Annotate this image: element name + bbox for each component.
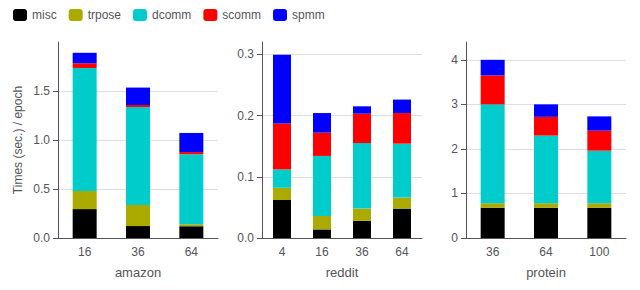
svg-text:36: 36 xyxy=(486,245,500,259)
svg-text:Times (sec.) / epoch: Times (sec.) / epoch xyxy=(11,86,25,194)
svg-text:1.5: 1.5 xyxy=(33,84,50,98)
svg-text:100: 100 xyxy=(589,245,609,259)
svg-text:36: 36 xyxy=(355,245,369,259)
svg-text:0: 0 xyxy=(451,231,458,245)
svg-text:4: 4 xyxy=(279,245,286,259)
svg-text:2: 2 xyxy=(451,142,458,156)
svg-text:0.0: 0.0 xyxy=(237,231,254,245)
svg-text:0.3: 0.3 xyxy=(237,47,254,61)
svg-text:64: 64 xyxy=(185,245,199,259)
svg-text:1: 1 xyxy=(451,186,458,200)
svg-text:protein: protein xyxy=(526,265,566,280)
svg-text:0.2: 0.2 xyxy=(237,109,254,123)
svg-text:0.5: 0.5 xyxy=(33,182,50,196)
svg-text:36: 36 xyxy=(131,245,145,259)
svg-text:reddit: reddit xyxy=(326,265,359,280)
svg-text:amazon: amazon xyxy=(115,265,161,280)
svg-text:3: 3 xyxy=(451,97,458,111)
svg-text:64: 64 xyxy=(539,245,553,259)
svg-text:spmm: spmm xyxy=(292,8,325,22)
svg-text:1.0: 1.0 xyxy=(33,133,50,147)
svg-text:0.0: 0.0 xyxy=(33,231,50,245)
svg-text:16: 16 xyxy=(315,245,329,259)
svg-text:scomm: scomm xyxy=(222,8,261,22)
svg-text:0.1: 0.1 xyxy=(237,170,254,184)
svg-text:64: 64 xyxy=(395,245,409,259)
svg-text:trpose: trpose xyxy=(88,8,122,22)
svg-text:misc: misc xyxy=(32,8,57,22)
svg-text:dcomm: dcomm xyxy=(152,8,191,22)
svg-text:4: 4 xyxy=(451,53,458,67)
svg-text:16: 16 xyxy=(78,245,92,259)
